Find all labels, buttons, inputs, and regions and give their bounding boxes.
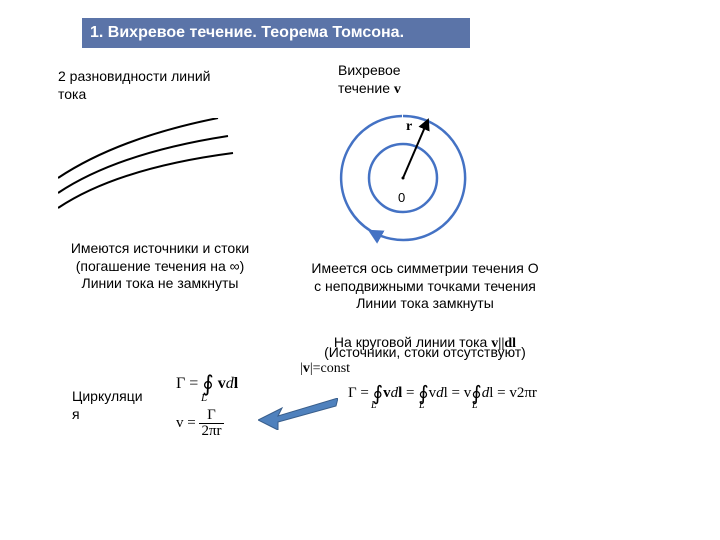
left-caption-l1: Имеются источники и стоки	[71, 240, 249, 256]
flow-line-2	[58, 136, 228, 193]
fg-gamma: Γ	[176, 375, 185, 392]
title-bar: 1. Вихревое течение. Теорема Томсона.	[82, 18, 470, 48]
circulation-label: Циркуляци я	[72, 388, 162, 423]
fc-res: v2πr	[509, 385, 537, 401]
fc-g: Γ	[348, 385, 357, 401]
right-caption-l2: с неподвижными точками течения	[314, 278, 536, 294]
fc-e4: =	[497, 385, 505, 401]
fg-eq: =	[189, 375, 198, 392]
pointer-arrow	[258, 398, 338, 430]
right-caption-l6: |v|=const	[300, 360, 350, 378]
right-header-l2: течение	[338, 80, 394, 96]
center-dot	[402, 177, 405, 180]
fc-e3: =	[452, 385, 460, 401]
r-label: r	[406, 118, 412, 136]
v-symbol: v	[394, 82, 401, 97]
circ-l1: Циркуляци	[72, 388, 143, 404]
fv-num: Γ	[199, 408, 223, 424]
arrow-icon	[258, 398, 338, 430]
formula-gamma: Γ = ∮ vdl	[176, 368, 238, 394]
fg-v: v	[218, 375, 226, 392]
fc-v1: v	[383, 385, 391, 401]
rc-l6c: |=const	[310, 361, 350, 376]
formula-gamma-L: L	[201, 392, 207, 404]
rc-l6b: v	[303, 361, 310, 376]
formula-v: v = Γ 2πr	[176, 408, 224, 439]
fg-d: d	[226, 375, 234, 392]
title-text: 1. Вихревое течение. Теорема Томсона.	[90, 24, 404, 42]
zero-label: 0	[398, 190, 405, 206]
vortex-diagram	[318, 100, 488, 260]
fc-d2: d	[436, 385, 444, 401]
fc-e1: =	[360, 385, 368, 401]
fv-den: 2πr	[199, 424, 223, 439]
circ-l2: я	[72, 406, 80, 422]
fc-L1: L	[371, 400, 377, 411]
right-caption: Имеется ось симметрии течения O с неподв…	[300, 260, 550, 313]
right-header: Вихревое течение v	[338, 62, 401, 98]
fc-L3: L	[472, 400, 478, 411]
right-header-l1: Вихревое	[338, 62, 401, 78]
outer-arrowhead	[370, 231, 376, 234]
left-header: 2 разновидности линий тока	[58, 68, 238, 103]
flow-line-1	[58, 118, 218, 178]
fg-l: l	[234, 375, 238, 392]
right-caption-l1: Имеется ось симметрии течения O	[311, 260, 538, 276]
fv-v: v	[176, 415, 184, 431]
fc-d1: d	[391, 385, 399, 401]
fv-eq: =	[187, 415, 195, 431]
left-caption-l2: (погашение течения на ∞)	[76, 258, 245, 274]
fc-e2: =	[406, 385, 414, 401]
fc-L2: L	[419, 400, 425, 411]
flow-lines-diagram	[58, 118, 248, 218]
left-caption-l3: Линии тока не замкнуты	[82, 275, 239, 291]
right-caption-l3: Линии тока замкнуты	[356, 295, 494, 311]
flow-line-3	[58, 153, 233, 208]
left-caption: Имеются источники и стоки (погашение теч…	[50, 240, 270, 293]
fc-l1: l	[398, 385, 402, 401]
right-caption-l5: (Источники, стоки отсутствуют)	[280, 344, 570, 362]
